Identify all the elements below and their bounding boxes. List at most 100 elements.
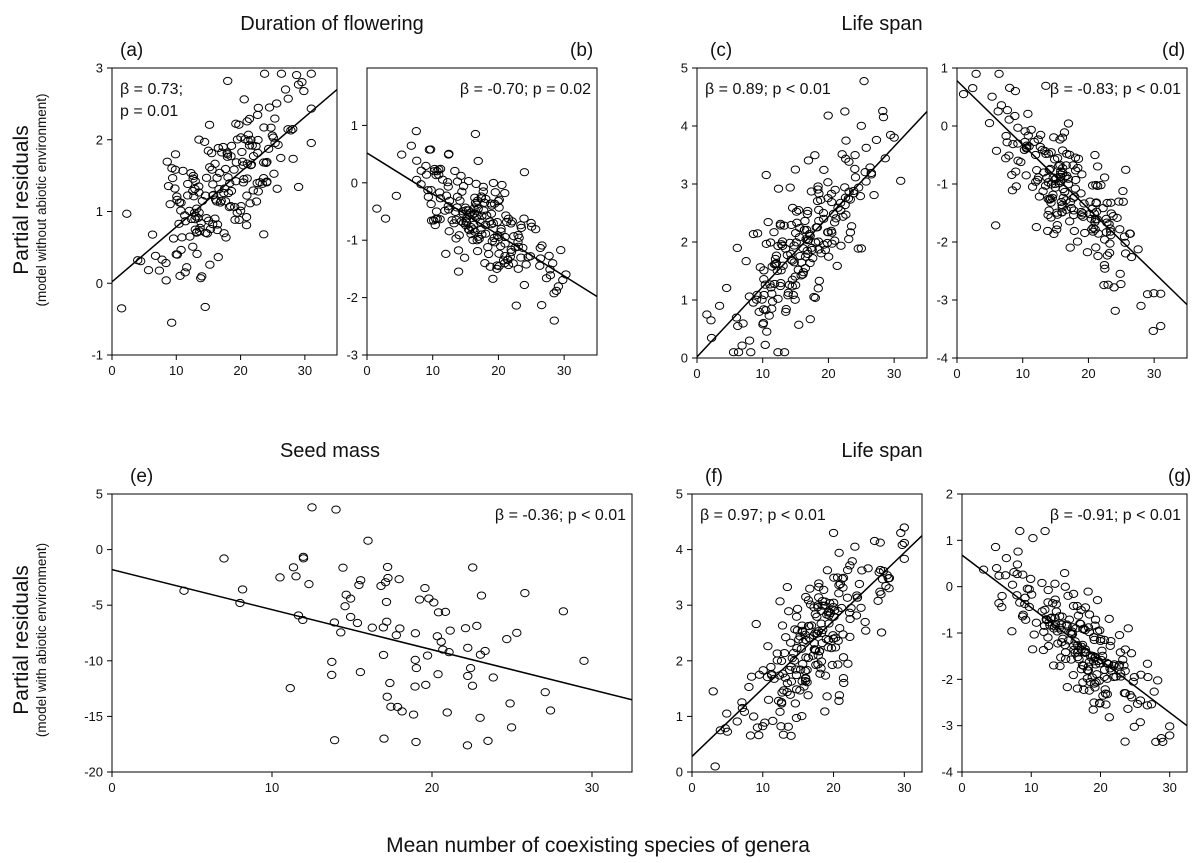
- regression-line: [112, 568, 632, 701]
- data-point: [1156, 321, 1166, 331]
- data-point: [852, 593, 863, 602]
- data-point: [489, 233, 499, 243]
- data-point: [779, 348, 790, 357]
- data-point: [800, 216, 810, 226]
- y-tick-label: 3: [96, 61, 103, 76]
- data-marks: [367, 127, 597, 325]
- data-point: [1057, 146, 1068, 155]
- data-point: [1077, 170, 1087, 179]
- data-point: [1128, 677, 1138, 686]
- data-point: [167, 164, 177, 173]
- data-point: [844, 157, 854, 166]
- x-tick-label: 30: [557, 363, 571, 378]
- data-point: [188, 174, 198, 183]
- data-point: [813, 593, 824, 602]
- data-point: [1026, 590, 1037, 599]
- data-point: [468, 225, 478, 234]
- data-point: [1032, 53, 1040, 60]
- y-tick-label: 3: [676, 598, 683, 613]
- data-point: [161, 258, 171, 268]
- data-point: [1004, 115, 1014, 124]
- data-point: [1099, 260, 1110, 270]
- data-point: [803, 691, 813, 700]
- data-point: [197, 196, 208, 206]
- data-point: [1080, 648, 1090, 657]
- data-point: [875, 538, 885, 547]
- data-point: [462, 741, 473, 750]
- x-tick-label: 20: [1093, 780, 1107, 795]
- data-point: [203, 146, 214, 155]
- data-point: [383, 573, 393, 583]
- data-point: [338, 563, 348, 572]
- data-point: [990, 221, 1001, 230]
- data-point: [1047, 193, 1058, 202]
- data-point: [1078, 212, 1088, 221]
- data-point: [878, 113, 889, 122]
- data-point: [516, 223, 527, 232]
- data-point: [1060, 648, 1071, 657]
- data-point: [411, 127, 421, 136]
- data-point: [1059, 128, 1070, 137]
- data-point: [798, 627, 808, 637]
- data-point: [782, 251, 793, 260]
- data-point: [856, 121, 867, 130]
- data-point: [288, 124, 298, 134]
- y-tick-label: -10: [84, 653, 103, 668]
- data-point: [766, 669, 777, 679]
- data-point: [213, 143, 224, 153]
- data-point: [790, 165, 801, 174]
- data-point: [768, 716, 778, 726]
- regression-line: [112, 88, 337, 283]
- data-point: [823, 111, 833, 120]
- data-point: [814, 647, 825, 656]
- x-tick-label: 10: [265, 780, 279, 795]
- data-point: [1164, 731, 1175, 740]
- data-point: [1118, 186, 1128, 196]
- data-point: [728, 348, 739, 357]
- data-point: [219, 188, 229, 198]
- data-point: [1049, 229, 1059, 239]
- data-point: [752, 290, 762, 299]
- data-point: [1023, 109, 1033, 118]
- x-tick-label: 10: [425, 363, 439, 378]
- data-point: [1007, 186, 1018, 195]
- data-point: [345, 612, 356, 622]
- panel-e: 0 10 20 30 -20 -15 -10 -5 0 5 β = -0.36; p < 0.01 (…: [84, 466, 633, 795]
- data-point: [293, 80, 304, 89]
- data-point: [291, 572, 301, 581]
- data-point: [997, 603, 1007, 612]
- data-point: [269, 169, 279, 178]
- data-point: [511, 301, 521, 310]
- x-tick-label: 10: [756, 780, 770, 795]
- data-point: [847, 557, 857, 566]
- data-point: [813, 284, 823, 293]
- data-point: [1136, 670, 1146, 679]
- data-point: [492, 261, 502, 270]
- data-point: [1135, 696, 1146, 705]
- data-point: [786, 662, 796, 671]
- data-point: [242, 174, 252, 183]
- data-point: [1015, 526, 1025, 536]
- data-point: [810, 610, 821, 619]
- data-point: [797, 711, 807, 721]
- data-point: [230, 202, 240, 212]
- data-point: [802, 665, 812, 675]
- data-point: [1000, 571, 1011, 580]
- data-point: [241, 213, 252, 222]
- data-point: [795, 251, 805, 261]
- data-point: [1040, 605, 1050, 614]
- data-point: [757, 295, 767, 304]
- data-point: [526, 218, 536, 228]
- data-point: [1125, 229, 1135, 238]
- data-point: [480, 259, 490, 268]
- data-point: [432, 632, 443, 641]
- data-point: [1054, 612, 1065, 621]
- data-point: [766, 304, 777, 313]
- data-point: [772, 656, 783, 665]
- data-point: [493, 197, 504, 206]
- data-point: [180, 217, 191, 226]
- data-point: [329, 618, 340, 627]
- data-point: [761, 239, 772, 248]
- data-point: [426, 199, 436, 209]
- data-point: [1013, 123, 1023, 132]
